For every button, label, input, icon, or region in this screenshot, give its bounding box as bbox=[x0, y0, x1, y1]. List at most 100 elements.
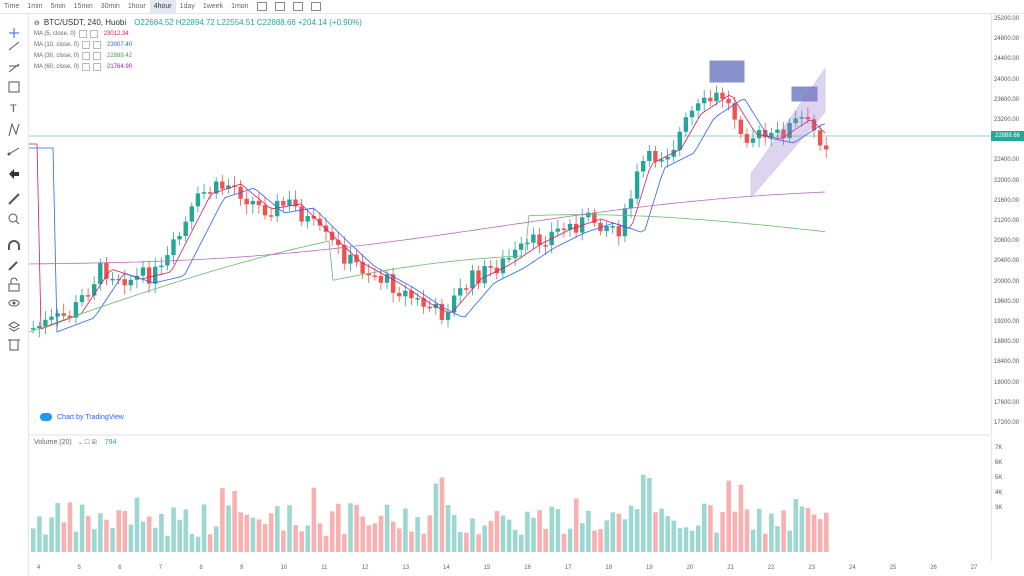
candle-body bbox=[55, 313, 60, 317]
chart-type-icon[interactable] bbox=[256, 2, 267, 11]
volume-bar bbox=[238, 512, 243, 552]
settings-icon[interactable] bbox=[292, 2, 303, 11]
layers-icon[interactable] bbox=[8, 321, 20, 332]
trash-icon[interactable] bbox=[8, 339, 20, 351]
ma-settings-icon[interactable] bbox=[78, 29, 87, 38]
timeframe-time[interactable]: Time bbox=[4, 3, 20, 10]
ma-close-icon[interactable] bbox=[93, 51, 102, 60]
volume-bar bbox=[427, 515, 433, 552]
legend-collapse-icon[interactable]: ⊖ bbox=[34, 19, 40, 27]
ma-label: MA (60, close, 0) bbox=[34, 63, 80, 70]
chart-canvas[interactable] bbox=[29, 14, 991, 576]
volume-axis[interactable]: 7K 6K 5K 4K 3K bbox=[991, 436, 1024, 561]
volume-bar bbox=[287, 505, 292, 552]
date-axis[interactable]: 4 5 6 7 8 9 10 11 12 13 14 15 16 17 18 19 20 21 22 23 24 25 26… bbox=[29, 561, 991, 576]
candle-body bbox=[220, 181, 225, 189]
timeframe-1mon[interactable]: 1mon bbox=[231, 3, 249, 10]
volume-bar bbox=[677, 528, 683, 552]
lock-icon[interactable] bbox=[8, 277, 20, 292]
candle-body bbox=[250, 200, 255, 205]
candle-body bbox=[427, 306, 432, 309]
volume-bar bbox=[506, 519, 512, 552]
crosshair-icon[interactable] bbox=[9, 28, 19, 38]
candle-body bbox=[604, 226, 609, 232]
price-tick-label: 23600.00 bbox=[994, 96, 1020, 103]
magnet-icon[interactable] bbox=[8, 240, 20, 250]
candle-body bbox=[281, 200, 286, 206]
projection-icon[interactable] bbox=[7, 147, 20, 156]
volume-bar bbox=[348, 503, 353, 552]
candle-body bbox=[537, 234, 542, 246]
ma-settings-icon[interactable] bbox=[82, 40, 91, 49]
price-tick-label: 17600.00 bbox=[994, 399, 1020, 406]
text-icon[interactable]: T bbox=[10, 103, 17, 115]
cloud-icon bbox=[40, 413, 52, 421]
zoom-icon[interactable] bbox=[8, 213, 20, 225]
candle-body bbox=[397, 292, 402, 297]
candle-body bbox=[781, 129, 786, 139]
timeframe-15min[interactable]: 15min bbox=[73, 3, 93, 10]
timeframe-4hour[interactable]: 4hour bbox=[149, 0, 176, 13]
fullscreen-icon[interactable] bbox=[310, 2, 321, 11]
timeframe-1week[interactable]: 1week bbox=[202, 3, 224, 10]
back-arrow-icon[interactable] bbox=[9, 169, 19, 179]
price-tick-label: 19200.00 bbox=[994, 319, 1020, 325]
candle-body bbox=[73, 302, 79, 318]
ruler-icon[interactable] bbox=[8, 193, 20, 205]
ma-close-icon[interactable] bbox=[89, 29, 98, 38]
timeframe-30min[interactable]: 30min bbox=[100, 3, 120, 10]
volume-bar bbox=[323, 535, 329, 552]
volume-bar bbox=[580, 523, 585, 552]
volume-bar bbox=[128, 524, 134, 552]
volume-bar bbox=[805, 508, 811, 552]
timeframe-1min[interactable]: 1min bbox=[27, 3, 43, 10]
candle-body bbox=[622, 208, 628, 237]
timeframe-1hour[interactable]: 1hour bbox=[127, 3, 146, 10]
candle-body bbox=[726, 98, 731, 104]
volume-tick-label: 4K bbox=[995, 490, 1003, 496]
ma-30-line bbox=[29, 214, 826, 333]
candle-body bbox=[598, 222, 603, 232]
candle-body bbox=[146, 267, 152, 284]
price-axis[interactable]: 25200.00 24800.00 24400.00 24000.00 23600.00… bbox=[991, 14, 1024, 434]
candle-body bbox=[403, 290, 408, 297]
volume-bar bbox=[445, 505, 451, 552]
candle-body bbox=[293, 199, 298, 207]
timeframe-1day[interactable]: 1day bbox=[179, 3, 195, 10]
volume-bar bbox=[256, 519, 262, 552]
ma-close-icon[interactable] bbox=[93, 40, 102, 49]
date-tick-label: 7 bbox=[158, 565, 163, 571]
price-tick-label: 18800.00 bbox=[994, 339, 1020, 346]
trendline-icon[interactable] bbox=[8, 41, 20, 51]
ma-settings-icon[interactable] bbox=[82, 51, 91, 60]
candle-body bbox=[659, 159, 664, 162]
pencil-lock-icon[interactable] bbox=[8, 261, 18, 271]
candle-body bbox=[793, 118, 798, 124]
highlight-box-left bbox=[709, 60, 745, 83]
channel-drawing bbox=[750, 67, 826, 199]
candle-body bbox=[177, 236, 182, 240]
volume-bar bbox=[683, 527, 689, 552]
pattern-icon[interactable] bbox=[8, 122, 20, 137]
fib-icon[interactable] bbox=[8, 63, 20, 73]
volume-bar bbox=[153, 527, 158, 552]
volume-bar bbox=[695, 525, 701, 552]
volume-bar bbox=[37, 516, 42, 552]
ma-settings-icon[interactable] bbox=[82, 62, 91, 71]
candle-body bbox=[226, 185, 231, 189]
eye-icon[interactable] bbox=[8, 299, 20, 307]
date-tick-label: 14 bbox=[443, 565, 450, 571]
tradingview-watermark[interactable]: Chart by TradingView bbox=[40, 413, 124, 421]
candle-body bbox=[372, 275, 377, 277]
candle-body bbox=[275, 200, 280, 217]
ma-close-icon[interactable] bbox=[93, 62, 102, 71]
volume-bar bbox=[512, 529, 518, 552]
volume-bar bbox=[537, 510, 542, 552]
volume-bar bbox=[732, 511, 738, 552]
indicators-icon[interactable] bbox=[274, 2, 285, 11]
ma-value: 23007.40 bbox=[107, 41, 133, 48]
timeframe-5min[interactable]: 5min bbox=[50, 3, 66, 10]
candle-body bbox=[512, 249, 518, 259]
rectangle-icon[interactable] bbox=[8, 81, 20, 93]
ohlc-change: +204.14 (+0.90%) bbox=[297, 18, 362, 27]
